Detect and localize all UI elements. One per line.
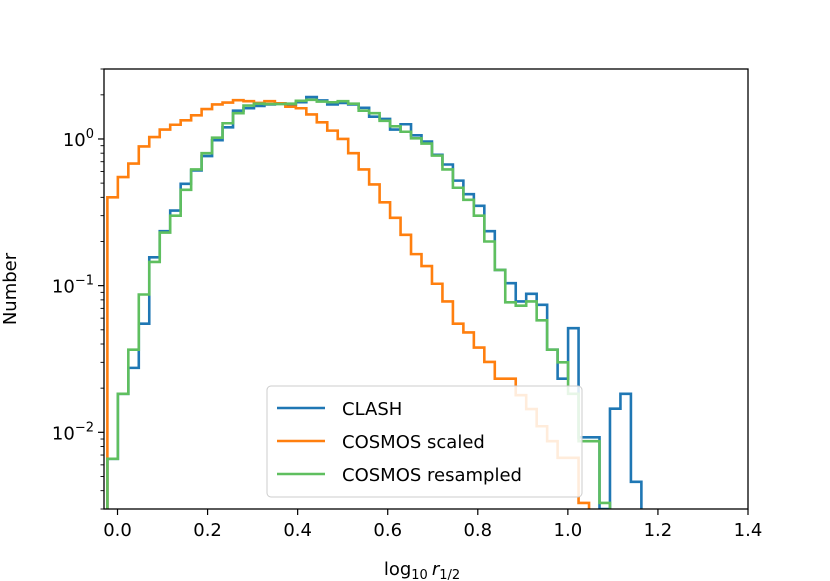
x-axis-label-subscript: 10	[411, 568, 428, 581]
ticks-layer: 0.0 0.2 0.4 0.6 0.8 1.0 1.2 1.4 10−2 10−1 100	[52, 68, 763, 541]
y-tick-label: 10−2	[52, 420, 94, 444]
series-cosmos-resampled	[106, 98, 612, 509]
legend: CLASH COSMOS scaled COSMOS resampled	[266, 385, 583, 498]
series-cosmos-scaled	[106, 98, 591, 509]
x-axis-label-index: 1/2	[439, 568, 460, 581]
y-tick-label: 10−1	[52, 274, 94, 298]
x-tick-label: 0.0	[103, 520, 132, 541]
legend-box	[266, 385, 583, 498]
x-tick-label: 1.2	[644, 520, 673, 541]
x-tick-label: 0.6	[373, 520, 402, 541]
series-layer	[106, 95, 643, 509]
legend-label: CLASH	[342, 399, 402, 420]
axes-frame	[103, 68, 749, 510]
y-axis-label: Number	[0, 252, 21, 325]
y-tick-label: 100	[63, 127, 94, 151]
x-tick-label: 0.2	[193, 520, 222, 541]
x-tick-label: 1.0	[554, 520, 583, 541]
x-tick-label: 1.4	[734, 520, 763, 541]
x-tick-label: 0.4	[283, 520, 312, 541]
legend-label: COSMOS resampled	[342, 465, 522, 486]
x-tick-label: 0.8	[463, 520, 492, 541]
legend-label: COSMOS scaled	[342, 432, 485, 453]
